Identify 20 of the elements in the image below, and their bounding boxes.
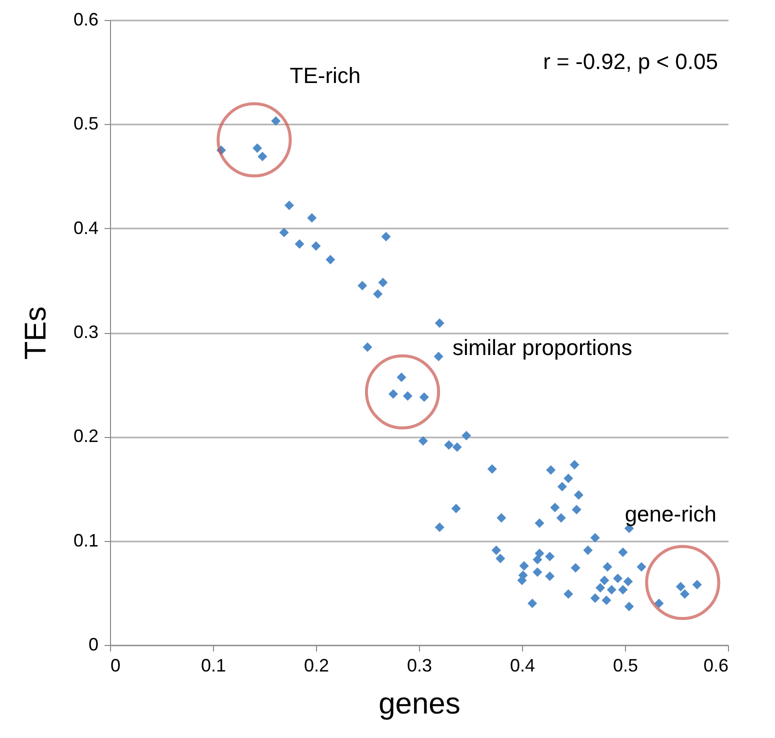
y-axis-title: TEs (19, 306, 52, 360)
x-axis-title: genes (378, 688, 460, 720)
annotation: TE-rich (290, 62, 361, 88)
y-tick-label: 0 (88, 634, 98, 654)
x-tick-label: 0.2 (304, 656, 330, 676)
x-tick-label: 0.4 (510, 656, 536, 676)
y-tick-label: 0.1 (73, 530, 98, 550)
x-tick-label: 0 (110, 656, 121, 676)
y-tick-label: 0.6 (73, 10, 98, 30)
x-tick-label: 0.3 (406, 656, 432, 676)
annotation: gene-rich (624, 502, 717, 526)
x-tick-label: 0.5 (612, 656, 638, 676)
y-tick-label: 0.4 (73, 218, 98, 238)
y-tick-label: 0.2 (73, 426, 98, 446)
y-tick-label: 0.5 (73, 114, 98, 134)
x-tick-label: 0.1 (200, 656, 226, 676)
annotation: similar proportions (452, 334, 632, 360)
x-tick-label: 0.6 (703, 656, 728, 676)
y-tick-label: 0.3 (73, 322, 98, 342)
annotation: r = -0.92, p < 0.05 (543, 49, 718, 74)
